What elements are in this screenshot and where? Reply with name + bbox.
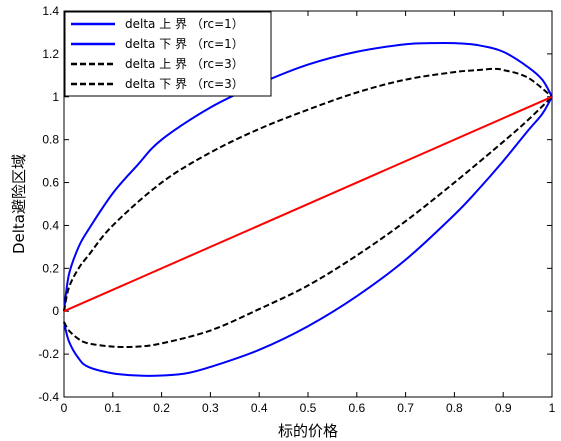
x-tick-label: 0.6	[348, 401, 365, 415]
legend-label: delta 上 界 （rc=3）	[125, 57, 244, 71]
series-layer	[63, 41, 553, 377]
legend-box	[64, 11, 272, 97]
legend-label: delta 上 界 （rc=1）	[125, 17, 244, 31]
series-line-3	[63, 96, 553, 349]
y-tick-label: 0.4	[42, 218, 59, 232]
x-tick-label: 0.2	[153, 401, 170, 415]
x-axis-title: 标的价格	[278, 422, 338, 440]
legend-label: delta 下 界 （rc=3）	[125, 77, 244, 91]
x-tick-label: 0.3	[202, 401, 219, 415]
x-tick-label: 0.7	[397, 401, 414, 415]
series-line-2	[63, 67, 553, 312]
y-tick-label: 0	[52, 304, 59, 318]
x-tick-label: 0.4	[251, 401, 268, 415]
y-tick-label: -0.2	[38, 347, 59, 361]
x-tick-label: 0	[61, 401, 68, 415]
legend-label: delta 下 界 （rc=1）	[125, 37, 244, 51]
y-tick-label: 0.6	[42, 176, 59, 190]
ticks: 0 0.1 0.2 0.3 0.4 0.5 0.6 0.7 0.8 0.9 1 -0.4 -0.2 0 0.…	[38, 4, 555, 415]
y-tick-label: 0.2	[42, 261, 59, 275]
x-tick-label: 1	[549, 401, 556, 415]
x-tick-label: 0.9	[495, 401, 512, 415]
y-tick-label: 1.4	[42, 4, 59, 18]
y-tick-label: 0.8	[42, 133, 59, 147]
x-tick-label: 0.8	[446, 401, 463, 415]
series-line-0	[63, 41, 553, 312]
series-line-4	[63, 95, 553, 313]
x-tick-label: 0.1	[104, 401, 121, 415]
y-axis-title: Delta避险区域	[10, 154, 28, 254]
y-tick-label: 1	[52, 90, 59, 104]
x-tick-label: 0.5	[300, 401, 317, 415]
y-tick-label: 1.2	[42, 47, 59, 61]
series-line-1	[63, 96, 553, 377]
legend: delta 上 界 （rc=1） delta 下 界 （rc=1） delta 上 …	[64, 11, 272, 97]
y-tick-label: -0.4	[38, 390, 59, 404]
